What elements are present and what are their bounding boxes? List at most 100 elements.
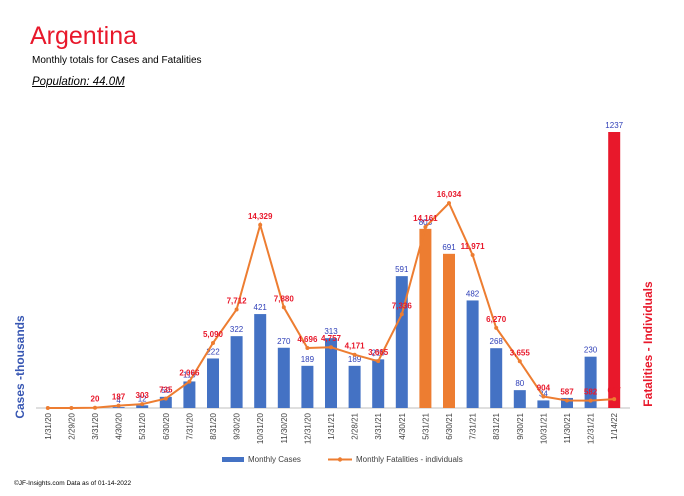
bar-5/31/21 <box>419 228 432 408</box>
x-tick-9/30/20: 9/30/20 <box>233 412 242 439</box>
fatalities-label-11/30/20: 7,880 <box>274 294 295 303</box>
population-label: Population: 44.0M <box>32 76 125 88</box>
x-tick-9/30/21: 9/30/21 <box>516 412 525 439</box>
bar-1/14/22 <box>608 132 621 408</box>
fatalities-point-8/31/20 <box>211 340 215 345</box>
fatalities-label-8/31/20: 5,090 <box>203 330 224 339</box>
bar-10/31/20 <box>254 314 267 408</box>
fatalities-point-1/31/21 <box>329 345 333 350</box>
x-tick-10/31/20: 10/31/20 <box>256 412 265 444</box>
bar-5/31/20 <box>136 405 149 408</box>
fatalities-point-2/29/20 <box>69 406 74 410</box>
chart-subtitle: Monthly totals for Cases and Fatalities <box>32 55 202 66</box>
x-tick-10/31/21: 10/31/21 <box>539 412 548 444</box>
bar-7/31/21 <box>466 300 479 408</box>
x-tick-11/30/20: 11/30/20 <box>280 412 289 443</box>
fatalities-label-4/30/20: 187 <box>112 393 126 402</box>
x-tick-8/31/20: 8/31/20 <box>209 412 218 439</box>
x-tick-3/31/20: 3/31/20 <box>91 412 100 439</box>
bar-label-7/31/20: 119 <box>183 370 196 379</box>
bar-label-4/30/21: 591 <box>395 265 409 274</box>
legend-label-cases: Monthly Cases <box>248 455 301 464</box>
fatalities-label-3/31/20: 20 <box>91 395 100 404</box>
bar-10/31/21 <box>537 400 550 408</box>
fatalities-label-1/14/22: 697 <box>608 386 622 395</box>
bar-label-9/30/21: 80 <box>515 379 524 388</box>
bar-2/28/21 <box>348 365 361 408</box>
legend-label-fatalities: Monthly Fatalities - individuals <box>356 455 463 464</box>
fatalities-point-9/30/20 <box>234 307 239 312</box>
x-tick-6/30/20: 6/30/20 <box>162 412 171 439</box>
y-axis-label-right: Fatalities - Individuals <box>641 281 655 407</box>
bar-11/30/20 <box>277 347 290 408</box>
fatalities-point-1/31/20 <box>45 406 50 410</box>
bar-label-10/31/21: 34 <box>539 389 548 398</box>
fatalities-label-12/31/21: 582 <box>584 388 598 397</box>
fatalities-point-7/31/20 <box>187 379 192 384</box>
bar-8/31/21 <box>490 348 503 408</box>
bar-label-12/31/20: 189 <box>301 355 315 364</box>
fatalities-point-5/31/20 <box>140 402 145 407</box>
bar-label-8/31/20: 222 <box>206 347 220 356</box>
x-tick-12/31/20: 12/31/20 <box>303 412 312 444</box>
x-tick-5/31/21: 5/31/21 <box>421 412 430 439</box>
fatalities-label-2/28/21: 4,171 <box>345 342 366 351</box>
footer-credit: ©JF-Insights.com Data as of 01-14-2022 <box>14 480 132 487</box>
bar-4/30/21 <box>395 276 408 408</box>
line-series: 20 187 303 735 2,066 5,090 7,712 14,329 7,880 4,6… <box>45 190 622 410</box>
y-axis-label-left: Cases -thousands <box>13 315 27 419</box>
bar-label-6/30/21: 691 <box>442 243 456 252</box>
fatalities-point-4/30/20 <box>116 403 121 408</box>
legend-swatch-cases <box>222 457 244 462</box>
x-tick-4/30/20: 4/30/20 <box>115 412 124 439</box>
fatalities-point-9/30/21 <box>517 359 522 364</box>
bar-8/31/20 <box>207 358 219 408</box>
fatalities-point-5/31/21 <box>423 225 428 230</box>
fatalities-point-10/31/20 <box>258 222 263 227</box>
bar-label-9/30/20: 322 <box>230 325 244 334</box>
fatalities-point-3/31/21 <box>376 359 381 364</box>
x-tick-1/14/22: 1/14/22 <box>610 412 619 439</box>
bar-label-7/31/21: 482 <box>466 289 480 298</box>
bar-12/31/21 <box>584 356 597 408</box>
fatalities-label-1/31/21: 4,757 <box>321 334 342 343</box>
bar-6/30/20 <box>159 396 172 408</box>
bar-12/31/20 <box>301 365 314 408</box>
fatalities-label-8/31/21: 6,270 <box>486 315 507 324</box>
bar-label-10/31/20: 421 <box>254 303 268 312</box>
x-tick-6/30/21: 6/30/21 <box>445 412 454 439</box>
fatalities-label-7/31/20: 2,066 <box>179 369 200 378</box>
fatalities-point-12/31/20 <box>305 345 310 350</box>
x-axis-ticks: 1/31/20 2/29/20 3/31/20 4/30/20 5/31/20 6/30/… <box>44 412 619 444</box>
fatalities-label-12/31/20: 4,696 <box>297 335 318 344</box>
bar-7/31/20 <box>183 381 196 408</box>
fatalities-point-4/30/21 <box>399 312 404 317</box>
fatalities-label-6/30/20: 735 <box>159 386 173 395</box>
bar-label-2/28/21: 189 <box>348 355 362 364</box>
fatalities-label-11/30/21: 587 <box>560 387 574 396</box>
x-tick-3/31/21: 3/31/21 <box>374 412 383 439</box>
legend-marker-fatalities <box>337 457 343 462</box>
x-tick-12/31/21: 12/31/21 <box>587 412 596 444</box>
fatalities-point-11/30/21 <box>565 398 569 403</box>
bar-label-8/31/21: 268 <box>490 337 504 346</box>
bar-label-5/31/21: 803 <box>419 218 433 227</box>
bar-11/30/21 <box>561 397 573 408</box>
fatalities-label-9/30/20: 7,712 <box>227 296 248 305</box>
fatalities-label-10/31/20: 14,329 <box>248 212 273 221</box>
fatalities-point-1/14/22 <box>612 397 617 402</box>
fatalities-label-5/31/20: 303 <box>136 391 150 400</box>
bar-6/30/21 <box>443 253 455 408</box>
bar-1/31/21 <box>325 338 337 408</box>
fatalities-point-6/30/20 <box>163 396 168 401</box>
bar-9/30/20 <box>230 336 243 408</box>
fatalities-point-3/31/20 <box>93 405 97 410</box>
bar-9/30/21 <box>513 390 526 408</box>
fatalities-point-2/28/21 <box>352 352 357 357</box>
bar-3/31/21 <box>372 359 385 408</box>
x-tick-2/28/21: 2/28/21 <box>351 412 360 439</box>
fatalities-label-7/31/21: 11,971 <box>461 242 486 251</box>
chart-title: Argentina <box>30 22 138 50</box>
x-tick-5/31/20: 5/31/20 <box>138 412 147 439</box>
bar-label-3/31/21: 218 <box>372 348 386 357</box>
